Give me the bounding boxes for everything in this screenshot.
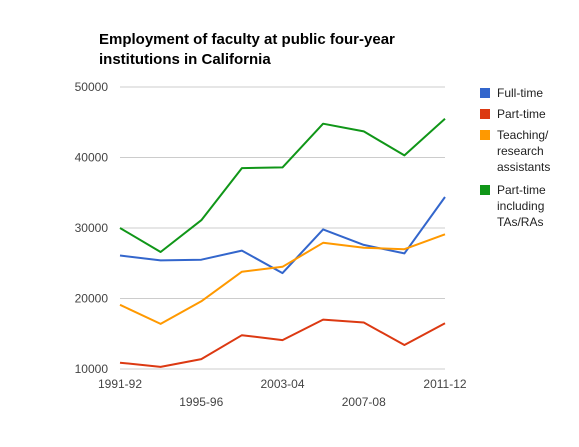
x-tick-label: 1995-96 [179,395,223,409]
legend-label: Teaching/ [497,128,549,142]
x-tick-label: 1991-92 [98,377,142,391]
legend-label: including [497,199,544,213]
legend-label: TAs/RAs [497,215,543,229]
y-tick-label: 40000 [75,151,109,165]
legend-label: assistants [497,160,550,174]
series-line-2 [119,233,446,325]
x-tick-label: 2011-12 [423,377,466,391]
y-axis-ticks: 50000 40000 30000 20000 10000 [75,80,109,376]
legend-label: Part-time [497,183,546,197]
y-tick-label: 20000 [75,292,109,306]
legend-label: Full-time [497,86,543,100]
series-line-3 [119,117,446,253]
y-tick-label: 10000 [75,362,109,376]
legend-label: Part-time [497,107,546,121]
legend-swatch [480,88,490,98]
series-line-0 [119,196,446,275]
x-tick-label: 2003-04 [260,377,304,391]
legend-label: research [497,144,544,158]
y-tick-label: 30000 [75,221,109,235]
y-tick-label: 50000 [75,80,109,94]
gridlines [120,86,445,370]
x-tick-label: 2007-08 [342,395,386,409]
legend-swatch [480,185,490,195]
series-lines [119,117,446,368]
chart-title-line-2: institutions in California [99,51,271,68]
series-line-1 [119,318,446,368]
legend-swatch [480,130,490,140]
legend: Full-time Part-time Teaching/research assis… [480,86,550,229]
legend-swatch [480,109,490,119]
chart-title-line-1: Employment of faculty at public four-yea… [99,31,395,48]
x-axis-ticks: 1991-92 2003-04 2011-12 1995-96 2007-08 [98,377,467,409]
